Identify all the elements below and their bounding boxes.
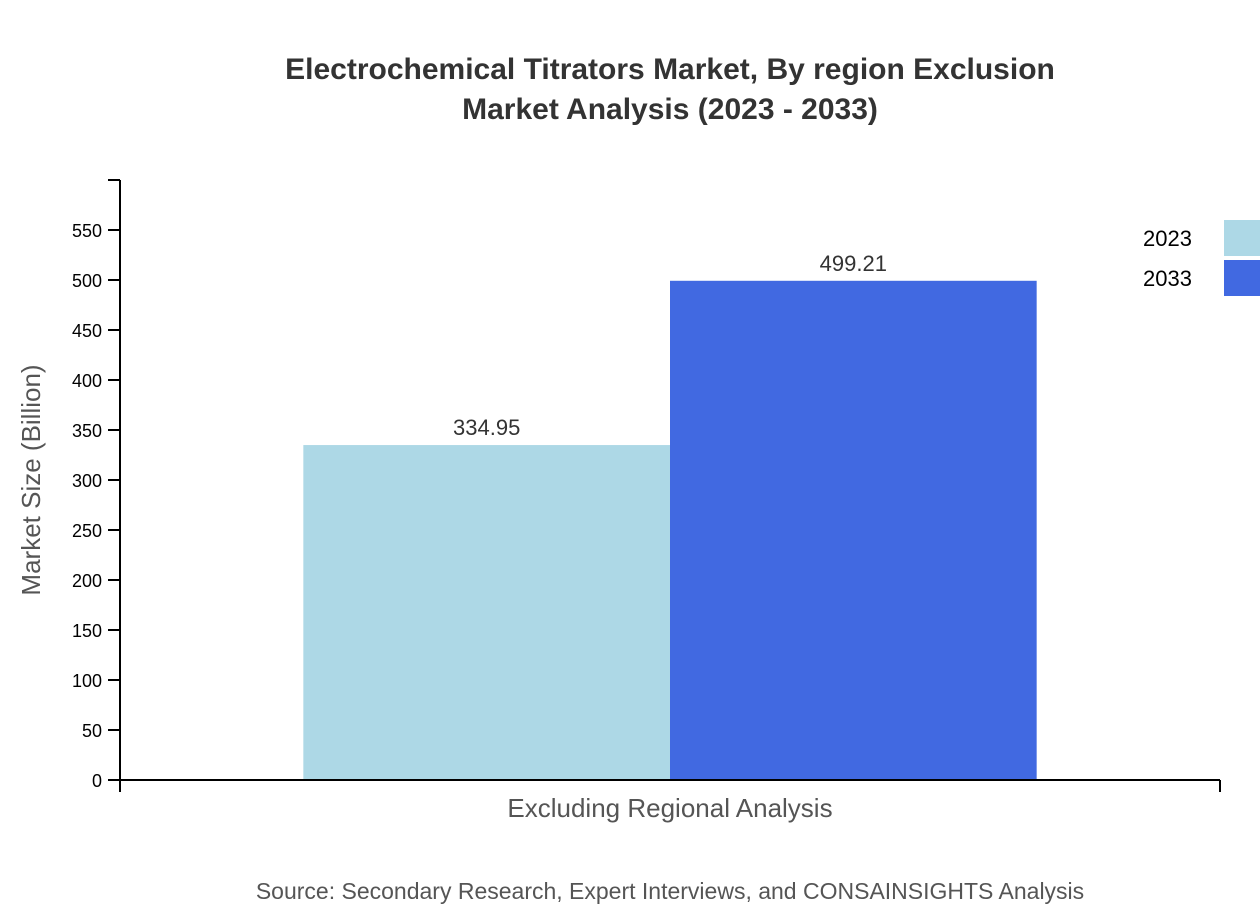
y-tick-label: 300 <box>72 471 102 491</box>
y-axis-label: Market Size (Billion) <box>16 364 46 595</box>
x-tick-label: Excluding Regional Analysis <box>507 793 832 823</box>
bar-value-label: 499.21 <box>820 251 887 276</box>
chart-title-line-2: Market Analysis (2023 - 2033) <box>462 93 878 126</box>
y-tick-label: 0 <box>92 771 102 791</box>
y-tick-label: 400 <box>72 371 102 391</box>
legend-swatch-2033 <box>1224 260 1260 296</box>
chart-title-line-1: Electrochemical Titrators Market, By reg… <box>285 53 1055 86</box>
y-tick-label: 50 <box>82 721 102 741</box>
legend-label: 2023 <box>1143 226 1192 251</box>
y-tick-label: 550 <box>72 221 102 241</box>
bar-2033 <box>670 280 1037 780</box>
y-tick-label: 250 <box>72 521 102 541</box>
y-tick-label: 500 <box>72 271 102 291</box>
legend-label: 2033 <box>1143 266 1192 291</box>
chart-title: Electrochemical Titrators Market, By reg… <box>0 50 1260 130</box>
y-tick-label: 200 <box>72 571 102 591</box>
y-tick-label: 100 <box>72 671 102 691</box>
legend-swatch-2023 <box>1224 220 1260 256</box>
y-tick-label: 450 <box>72 321 102 341</box>
y-tick-label: 150 <box>72 621 102 641</box>
y-tick-label: 350 <box>72 421 102 441</box>
bar-2023 <box>303 445 670 780</box>
bar-value-label: 334.95 <box>453 415 520 440</box>
source-note: Source: Secondary Research, Expert Inter… <box>255 878 1085 904</box>
